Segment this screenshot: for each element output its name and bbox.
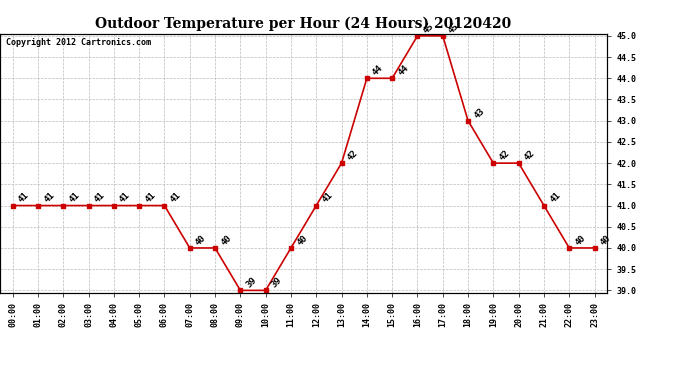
Text: Outdoor Temperature per Hour (24 Hours) 20120420: Outdoor Temperature per Hour (24 Hours) … [95, 17, 512, 31]
Text: 41: 41 [144, 191, 157, 205]
Text: 41: 41 [17, 191, 31, 205]
Text: 40: 40 [599, 233, 613, 247]
Text: 42: 42 [497, 148, 511, 162]
Text: 40: 40 [219, 233, 233, 247]
Text: 45: 45 [422, 21, 435, 35]
Text: 41: 41 [548, 191, 562, 205]
Text: Copyright 2012 Cartronics.com: Copyright 2012 Cartronics.com [6, 38, 151, 46]
Text: 41: 41 [320, 191, 335, 205]
Text: 42: 42 [523, 148, 537, 162]
Text: 42: 42 [346, 148, 359, 162]
Text: 41: 41 [92, 191, 107, 205]
Text: 39: 39 [270, 276, 284, 290]
Text: 41: 41 [118, 191, 132, 205]
Text: 40: 40 [573, 233, 587, 247]
Text: 41: 41 [42, 191, 56, 205]
Text: 41: 41 [168, 191, 183, 205]
Text: 43: 43 [472, 106, 486, 120]
Text: 41: 41 [68, 191, 81, 205]
Text: 40: 40 [194, 233, 208, 247]
Text: 44: 44 [396, 63, 411, 78]
Text: 44: 44 [371, 63, 385, 78]
Text: 40: 40 [295, 233, 309, 247]
Text: 45: 45 [447, 21, 461, 35]
Text: 39: 39 [244, 276, 259, 290]
